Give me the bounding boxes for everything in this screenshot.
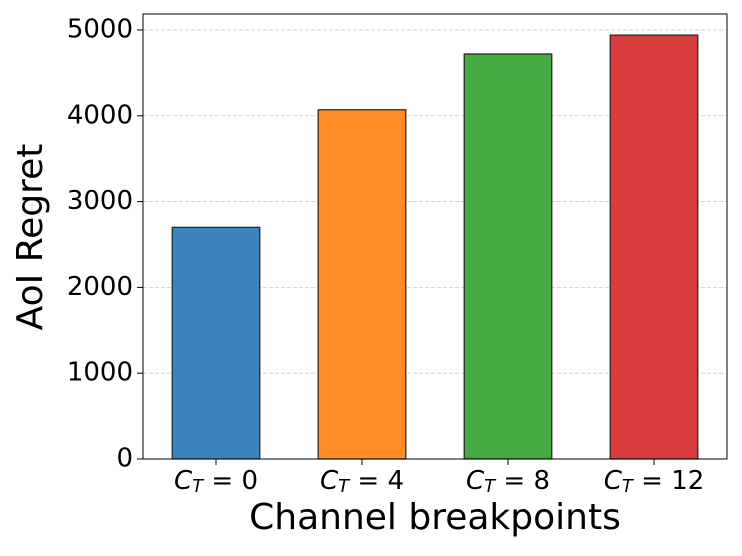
y-axis-label: AoI Regret bbox=[10, 144, 51, 331]
y-tick-label: 4000 bbox=[67, 100, 133, 130]
x-tick-label: CT = 12 bbox=[604, 466, 705, 498]
y-tick-label: 1000 bbox=[67, 358, 133, 388]
y-tick-label: 0 bbox=[116, 444, 133, 474]
plot-frame bbox=[142, 13, 728, 460]
x-axis-label: Channel breakpoints bbox=[249, 497, 621, 538]
y-tick-label: 3000 bbox=[67, 186, 133, 216]
y-tick-label: 5000 bbox=[67, 14, 133, 44]
x-tick-label: CT = 0 bbox=[174, 466, 258, 498]
bar bbox=[463, 53, 553, 460]
bar bbox=[171, 226, 261, 460]
x-tick-label: CT = 8 bbox=[466, 466, 550, 498]
bar bbox=[609, 34, 699, 460]
x-tick-label: CT = 4 bbox=[320, 466, 404, 498]
y-tick-label: 2000 bbox=[67, 272, 133, 302]
bar bbox=[317, 109, 407, 460]
